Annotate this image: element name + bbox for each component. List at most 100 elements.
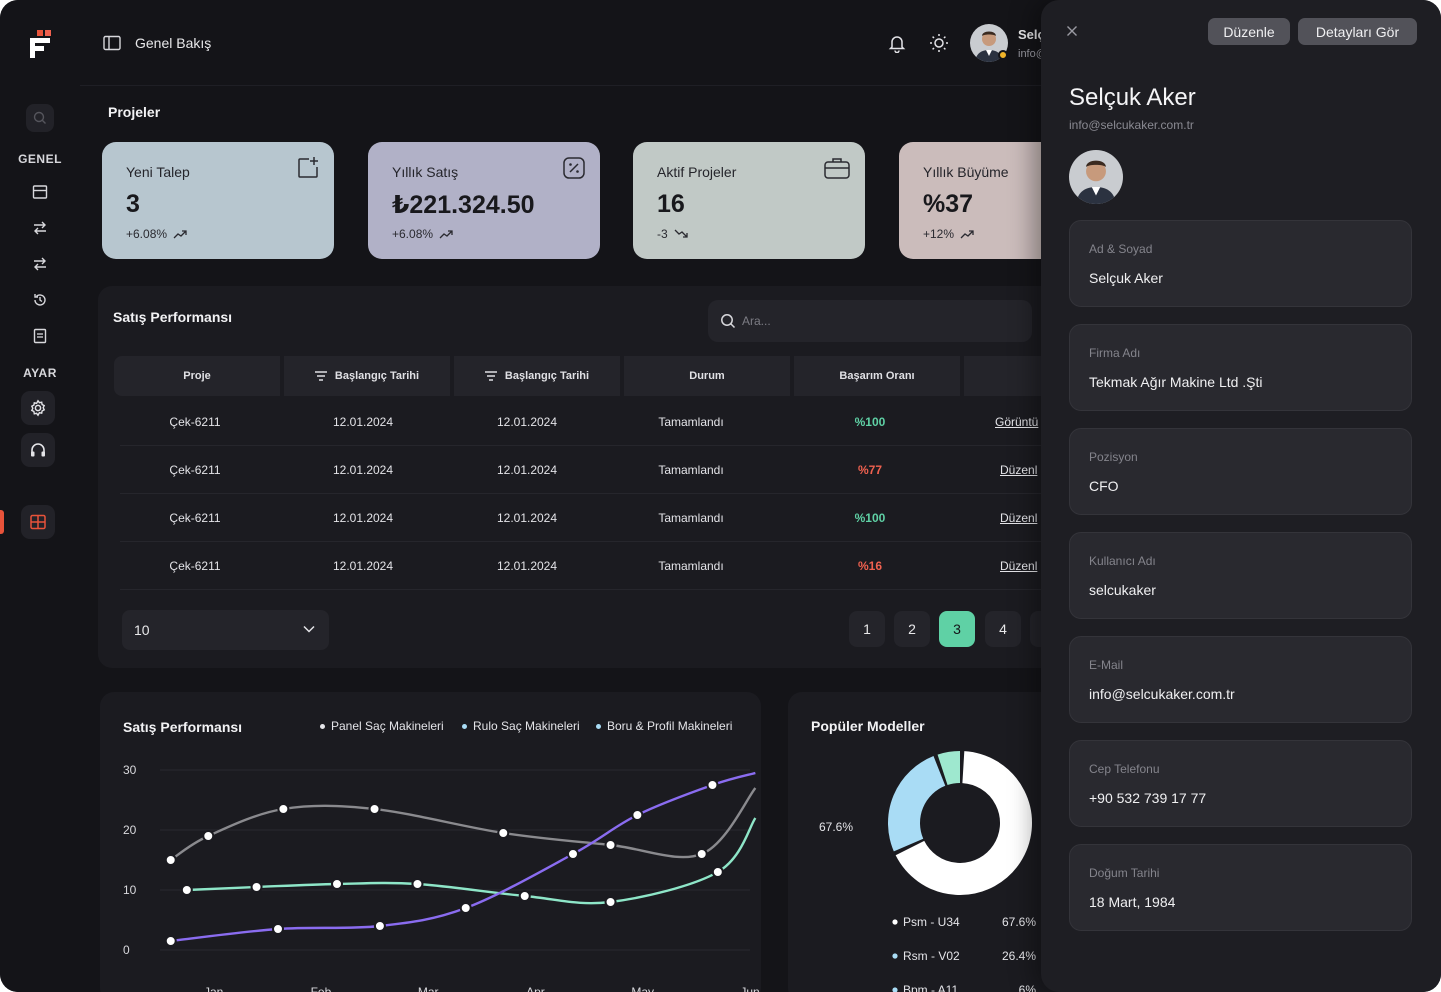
- data-point[interactable]: [368, 803, 381, 815]
- field-username[interactable]: Kullanıcı Adı selcukaker: [1069, 532, 1412, 619]
- data-point[interactable]: [411, 878, 424, 890]
- field-position[interactable]: Pozisyon CFO: [1069, 428, 1412, 515]
- data-point[interactable]: [497, 827, 510, 839]
- column-header-start-date[interactable]: Başlangıç Tarihi: [284, 356, 450, 396]
- page-button-2[interactable]: 2: [894, 611, 930, 647]
- bell-icon[interactable]: [888, 33, 906, 53]
- data-point[interactable]: [272, 923, 284, 935]
- cell-success-rate: %100: [854, 511, 886, 525]
- field-birth-date[interactable]: Doğum Tarihi 18 Mart, 1984: [1069, 844, 1412, 931]
- stat-card-yearly-sales[interactable]: Yıllık Satış ₺221.324.50 +6.08%: [368, 142, 600, 259]
- sidebar-item-settings[interactable]: [21, 391, 55, 425]
- data-point[interactable]: [331, 878, 343, 890]
- field-company[interactable]: Firma Adı Tekmak Ağır Makine Ltd .Şti: [1069, 324, 1412, 411]
- stat-card-new-request[interactable]: Yeni Talep 3 +6.08%: [102, 142, 334, 259]
- stat-card-active-projects[interactable]: Aktif Projeler 16 -3: [633, 142, 865, 259]
- stat-value: %37: [923, 190, 974, 218]
- table-row[interactable]: Çek-6211 12.01.2024 12.01.2024 Tamamland…: [120, 398, 1064, 446]
- sidebar-item-table[interactable]: [26, 178, 54, 206]
- column-header-project[interactable]: Proje: [114, 356, 280, 396]
- legend-label: Boru & Profil Makineleri: [607, 719, 733, 733]
- donut-callout-label: 67.6%: [819, 820, 853, 834]
- field-email[interactable]: E-Mail info@selcukaker.com.tr: [1069, 636, 1412, 723]
- sidebar-item-history[interactable]: [26, 286, 54, 314]
- data-point[interactable]: [180, 884, 193, 896]
- search-input[interactable]: [742, 300, 1022, 342]
- sun-icon[interactable]: [929, 33, 949, 53]
- cell-project: Çek-6211: [169, 463, 221, 477]
- cell-start-date: 12.01.2024: [332, 559, 394, 573]
- column-header-success-rate[interactable]: Başarım Oranı: [794, 356, 960, 396]
- legend-dot: [320, 723, 325, 729]
- stat-change-value: +12%: [923, 227, 955, 241]
- sidebar-item-support[interactable]: [21, 433, 55, 467]
- stat-change: +6.08%: [392, 227, 453, 241]
- sidebar-toggle-icon[interactable]: [103, 35, 121, 51]
- donut-slice[interactable]: [895, 751, 1032, 895]
- gear-icon: [30, 399, 46, 417]
- series-line: [186, 817, 757, 905]
- table-row[interactable]: Çek-6211 12.01.2024 12.01.2024 Tamamland…: [120, 542, 1064, 590]
- sidebar-item-transfer[interactable]: [26, 214, 54, 242]
- data-point[interactable]: [706, 779, 719, 791]
- briefcase-icon: [824, 158, 850, 179]
- legend-item-panel[interactable]: Panel Saç Makineleri: [320, 719, 444, 733]
- trend-down-icon: [674, 229, 688, 238]
- field-full-name[interactable]: Ad & Soyad Selçuk Aker: [1069, 220, 1412, 307]
- data-point[interactable]: [164, 854, 177, 866]
- sidebar-item-document[interactable]: [26, 322, 54, 350]
- edit-button[interactable]: Düzenle: [1208, 18, 1290, 45]
- row-view-link[interactable]: Görüntü: [995, 415, 1039, 429]
- column-header-status[interactable]: Durum: [624, 356, 790, 396]
- data-point[interactable]: [567, 848, 579, 860]
- column-header-start-date-2[interactable]: Başlangıç Tarihi: [454, 356, 620, 396]
- data-point[interactable]: [250, 881, 263, 893]
- trend-up-icon: [439, 230, 453, 239]
- row-edit-link[interactable]: Düzenl: [1000, 511, 1038, 525]
- table-row[interactable]: Çek-6211 12.01.2024 12.01.2024 Tamamland…: [120, 494, 1064, 542]
- field-phone[interactable]: Cep Telefonu +90 532 739 17 77: [1069, 740, 1412, 827]
- sidebar-search-button[interactable]: [26, 104, 54, 132]
- data-point[interactable]: [164, 935, 177, 947]
- stat-change-value: +6.08%: [392, 227, 434, 241]
- data-point[interactable]: [277, 803, 290, 815]
- logo-icon[interactable]: [28, 28, 54, 60]
- data-point[interactable]: [459, 902, 472, 914]
- field-label: Pozisyon: [1089, 450, 1138, 464]
- field-value: +90 532 739 17 77: [1089, 790, 1207, 806]
- field-label: E-Mail: [1089, 658, 1124, 672]
- legend-item-rulo[interactable]: Rulo Saç Makineleri: [462, 719, 580, 733]
- page-button-1[interactable]: 1: [849, 611, 885, 647]
- page-button-3[interactable]: 3: [939, 611, 975, 647]
- x-tick-label: Apr: [526, 985, 545, 992]
- data-point[interactable]: [711, 866, 724, 878]
- page-size-select[interactable]: 10: [122, 610, 329, 650]
- row-edit-link[interactable]: Düzenl: [1000, 559, 1038, 573]
- row-edit-link[interactable]: Düzenl: [1000, 463, 1038, 477]
- data-point[interactable]: [604, 839, 617, 851]
- page-button-4[interactable]: 4: [985, 611, 1021, 647]
- field-label: Doğum Tarihi: [1089, 866, 1160, 880]
- sidebar-item-transfer-alt[interactable]: [26, 250, 54, 278]
- cell-start-date: 12.01.2024: [332, 415, 394, 429]
- data-point[interactable]: [695, 848, 708, 860]
- legend-item-boru[interactable]: Boru & Profil Makineleri: [596, 719, 732, 733]
- data-point[interactable]: [631, 809, 644, 821]
- series-line: [170, 771, 756, 943]
- data-point[interactable]: [202, 830, 215, 842]
- close-button[interactable]: [1063, 22, 1081, 40]
- close-icon: [1067, 26, 1077, 36]
- stat-value: 16: [657, 190, 685, 218]
- page-title: Genel Bakış: [135, 35, 212, 51]
- header-avatar[interactable]: [970, 24, 1008, 62]
- view-details-button[interactable]: Detayları Gör: [1298, 18, 1417, 45]
- data-point[interactable]: [604, 896, 617, 908]
- donut-slice[interactable]: [888, 756, 946, 852]
- data-point[interactable]: [518, 890, 531, 902]
- table-row[interactable]: Çek-6211 12.01.2024 12.01.2024 Tamamland…: [120, 446, 1064, 494]
- donut-slice[interactable]: [937, 751, 961, 786]
- search-box: [708, 300, 1032, 342]
- data-point[interactable]: [373, 920, 386, 932]
- table-header: Proje Başlangıç Tarihi Başlangıç Tarihi …: [114, 356, 1064, 396]
- sidebar-item-dashboard[interactable]: [21, 505, 55, 539]
